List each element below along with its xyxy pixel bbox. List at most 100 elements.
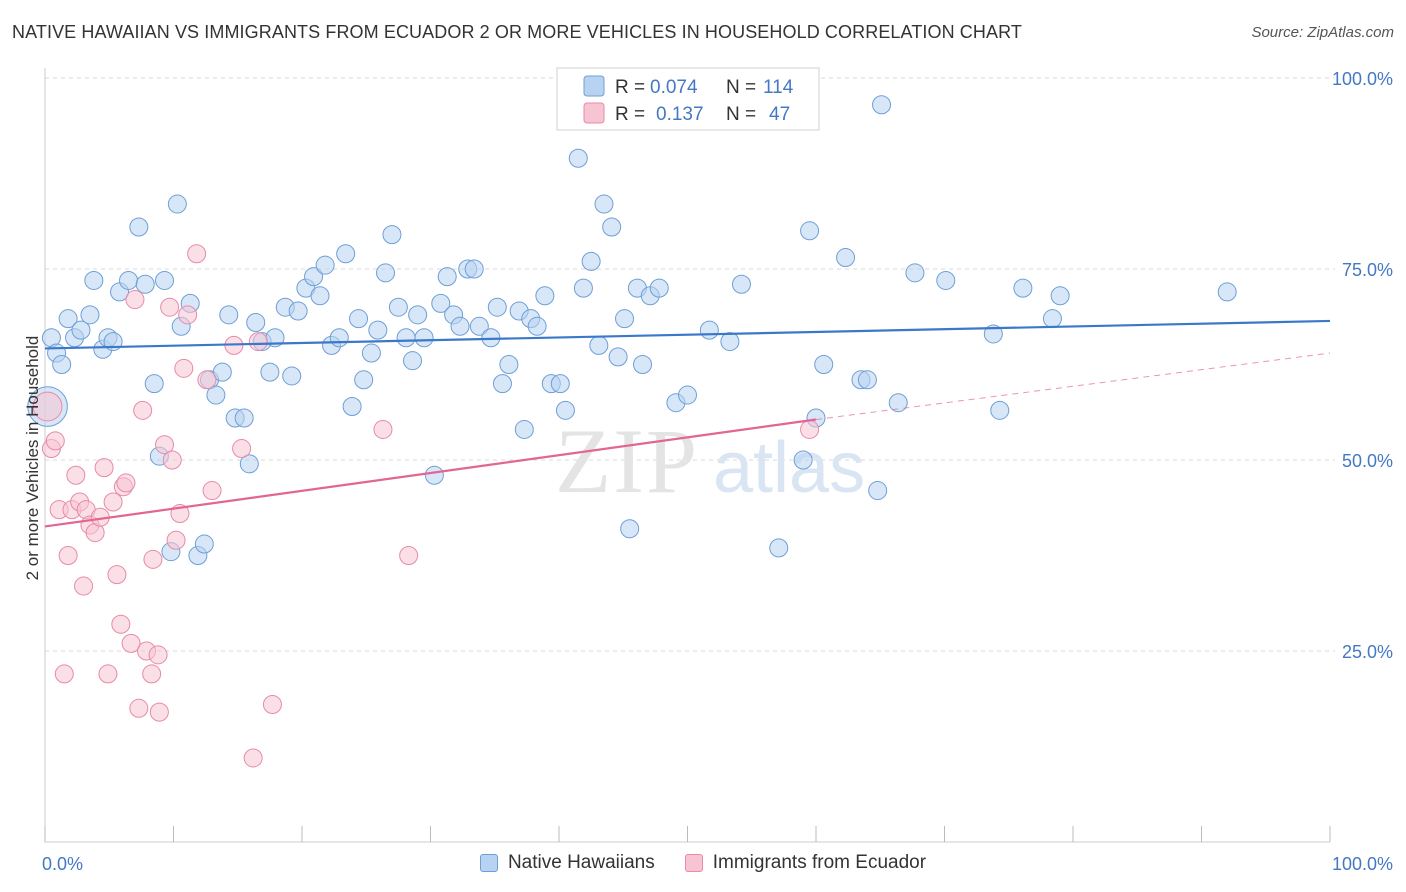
- chart-title: NATIVE HAWAIIAN VS IMMIGRANTS FROM ECUAD…: [12, 22, 1022, 42]
- native-hawaiian-point: [437, 267, 457, 287]
- native-hawaiian-point: [615, 309, 635, 329]
- native-hawaiian-point: [234, 408, 254, 428]
- native-hawaiian-point: [342, 397, 362, 417]
- ecuador-point: [32, 391, 63, 422]
- legend-label: Immigrants from Ecuador: [712, 852, 927, 873]
- ecuador-point: [155, 435, 175, 455]
- points-layer: [27, 95, 1237, 768]
- ecuador-point: [111, 614, 131, 634]
- ecuador-point: [58, 546, 78, 565]
- native-hawaiian-point: [1050, 286, 1070, 306]
- native-hawaiian-point: [678, 385, 697, 405]
- native-hawaiian-point: [414, 328, 434, 348]
- native-hawaiian-point: [239, 454, 259, 474]
- native-hawaiian-point: [555, 400, 575, 420]
- native-hawaiian-point: [315, 255, 335, 275]
- ecuador-point: [94, 458, 114, 478]
- native-hawaiian-point: [450, 316, 470, 336]
- stats-legend-n-label: N =: [726, 104, 756, 125]
- watermark-zip: ZIP: [555, 410, 699, 512]
- y-axis-label: 2 or more Vehicles in Household: [23, 336, 42, 581]
- native-hawaiian-point: [304, 267, 324, 287]
- native-hawaiian-point: [212, 362, 232, 382]
- native-hawaiian-point: [119, 270, 139, 290]
- ecuador-point: [187, 244, 207, 264]
- ecuador-point: [103, 492, 123, 512]
- stats-legend-swatch-pink: [583, 102, 605, 124]
- native-hawaiian-point: [581, 251, 601, 271]
- native-hawaiian-point: [219, 305, 239, 325]
- native-hawaiian-point: [573, 278, 593, 298]
- native-hawaiian-point: [376, 263, 396, 283]
- native-hawaiian-point: [129, 217, 149, 237]
- native-hawaiian-point: [349, 309, 369, 329]
- native-hawaiian-point: [403, 351, 423, 371]
- native-hawaiian-point: [167, 194, 187, 214]
- ecuador-point: [54, 664, 74, 684]
- ecuador-point: [174, 358, 194, 378]
- native-hawaiian-point: [288, 301, 308, 321]
- native-hawaiian-point: [388, 297, 408, 317]
- native-hawaiian-point: [568, 148, 588, 168]
- ecuador-point: [125, 290, 145, 310]
- native-hawaiian-point: [1042, 309, 1062, 329]
- native-hawaiian-point: [905, 263, 925, 283]
- native-hawaiian-point: [1013, 278, 1033, 298]
- y-tick-label: 50.0%: [1342, 451, 1393, 471]
- ecuador-point: [243, 748, 263, 768]
- source-label: Source: ZipAtlas.com: [1251, 24, 1394, 41]
- stats-legend: R = 0.074 N = 114 R = 0.137 N = 47: [556, 67, 820, 131]
- native-hawaiian-point: [361, 343, 381, 363]
- native-hawaiian-point: [492, 374, 512, 394]
- ecuador-point: [66, 465, 86, 485]
- native-hawaiian-point: [282, 366, 302, 386]
- ecuador-point: [74, 576, 94, 596]
- native-hawaiian-point: [990, 400, 1010, 420]
- y-tick-label: 100.0%: [1332, 69, 1393, 89]
- trend-layer: [44, 319, 1331, 528]
- x-tick-label: 100.0%: [1332, 854, 1393, 874]
- stats-legend-r-label: R =: [615, 104, 645, 125]
- stats-legend-n-label: N =: [726, 77, 756, 98]
- native-hawaiian-point: [424, 465, 444, 485]
- stats-legend-r-label: R =: [615, 77, 645, 98]
- legend-label: Native Hawaiians: [507, 852, 655, 873]
- native-hawaiian-point: [602, 217, 622, 237]
- ecuador-point: [248, 332, 268, 352]
- native-hawaiian-point: [633, 355, 653, 374]
- ecuador-trendline-extension: [815, 352, 1331, 421]
- native-hawaiian-point: [464, 259, 484, 279]
- legend-item-native-hawaiians: Native Hawaiians: [479, 852, 655, 874]
- native-hawaiian-point: [836, 248, 856, 268]
- stats-legend-r-value: 0.074: [650, 77, 698, 98]
- legend-item-immigrants-from-ecuador: Immigrants from Ecuador: [684, 852, 927, 874]
- native-hawaiian-point: [58, 309, 78, 329]
- native-hawaiian-point: [71, 320, 91, 340]
- native-hawaiian-point: [246, 312, 266, 332]
- native-hawaiian-point: [608, 347, 628, 367]
- native-hawaiian-point: [431, 293, 451, 313]
- watermark: ZIP atlas: [555, 410, 865, 512]
- native-hawaiian-point: [649, 278, 669, 298]
- native-hawaiian-point: [720, 332, 740, 352]
- native-hawaiian-point: [368, 320, 388, 340]
- ecuador-point: [143, 549, 163, 569]
- native-hawaiian-point: [983, 324, 1003, 344]
- ecuador-point: [107, 565, 127, 585]
- ecuador-point: [133, 400, 153, 420]
- ecuador-point: [197, 370, 217, 390]
- native-hawaiian-point: [800, 221, 820, 241]
- native-hawaiian-point: [80, 305, 100, 325]
- native-hawaiian-point: [329, 328, 349, 348]
- native-hawaiian-point: [868, 481, 888, 501]
- native-hawaiian-point: [52, 355, 72, 374]
- native-hawaiian-point: [769, 538, 789, 558]
- ecuador-point: [148, 645, 168, 665]
- gridlines: [45, 77, 1335, 652]
- native-hawaiian-point: [888, 393, 908, 413]
- watermark-atlas: atlas: [713, 428, 865, 508]
- legend-swatch-blue: [479, 854, 498, 872]
- native-hawaiian-point: [936, 270, 956, 290]
- ecuador-point: [142, 664, 162, 684]
- native-hawaiian-point: [336, 244, 356, 264]
